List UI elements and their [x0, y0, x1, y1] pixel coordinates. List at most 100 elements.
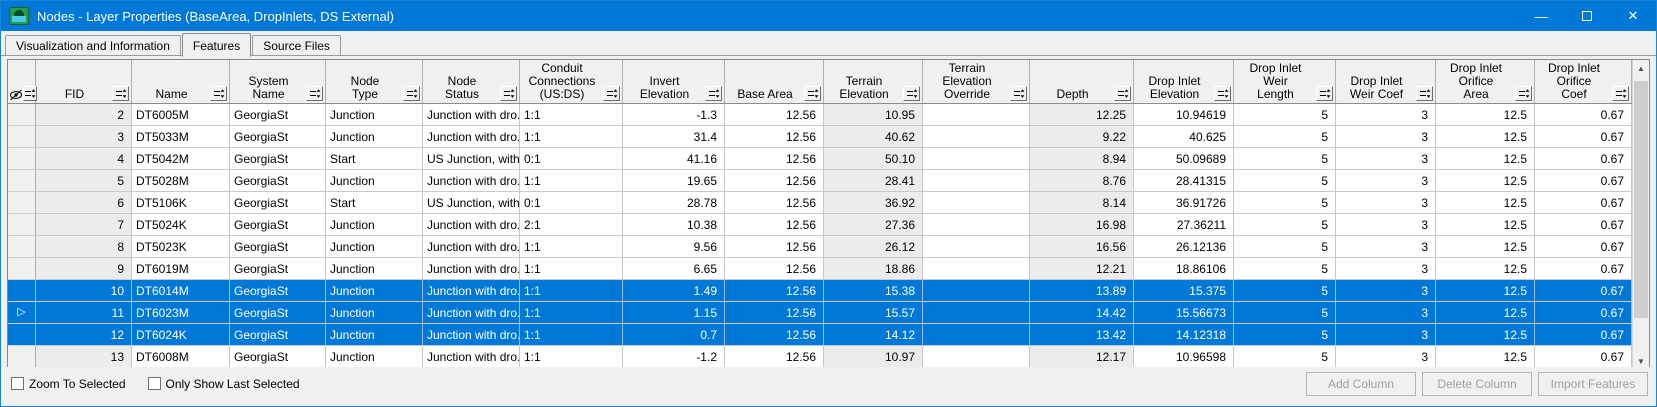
- table-row[interactable]: 7 DT5024K GeorgiaSt Junction Junction with d…: [8, 214, 1632, 236]
- cell-system_name[interactable]: GeorgiaSt: [230, 148, 326, 170]
- row-selector[interactable]: [8, 104, 36, 126]
- cell-drop_inlet_elevation[interactable]: 28.41315: [1134, 170, 1234, 192]
- cell-terrain_elevation[interactable]: 27.36: [824, 214, 923, 236]
- cell-depth[interactable]: 8.14: [1030, 192, 1134, 214]
- cell-drop_inlet_orifice_area[interactable]: 12.5: [1436, 126, 1535, 148]
- cell-node_type[interactable]: Junction: [326, 258, 423, 280]
- cell-drop_inlet_orifice_area[interactable]: 12.5: [1436, 258, 1535, 280]
- cell-drop_inlet_weir_length[interactable]: 5: [1234, 346, 1336, 368]
- cell-fid[interactable]: 8: [36, 236, 132, 258]
- cell-drop_inlet_orifice_area[interactable]: 12.5: [1436, 148, 1535, 170]
- sort-filter-button[interactable]: [903, 86, 920, 101]
- cell-node_type[interactable]: Start: [326, 192, 423, 214]
- cell-node_type[interactable]: Start: [326, 148, 423, 170]
- sort-filter-button[interactable]: [306, 86, 323, 101]
- cell-depth[interactable]: 12.17: [1030, 346, 1134, 368]
- cell-drop_inlet_orifice_area[interactable]: 12.5: [1436, 280, 1535, 302]
- cell-invert_elevation[interactable]: 9.56: [623, 236, 725, 258]
- cell-drop_inlet_weir_length[interactable]: 5: [1234, 104, 1336, 126]
- cell-base_area[interactable]: 12.56: [725, 302, 824, 324]
- cell-terrain_elevation_override[interactable]: [923, 214, 1030, 236]
- column-header-terrain_elevation[interactable]: Terrain Elevation: [824, 60, 923, 103]
- cell-name[interactable]: DT5023K: [132, 236, 230, 258]
- cell-drop_inlet_orifice_coef[interactable]: 0.67: [1535, 258, 1632, 280]
- cell-node_status[interactable]: Junction with dro...: [423, 346, 520, 368]
- column-header-depth[interactable]: Depth: [1030, 60, 1134, 103]
- checkbox-box[interactable]: [11, 377, 24, 390]
- cell-depth[interactable]: 14.42: [1030, 302, 1134, 324]
- cell-terrain_elevation[interactable]: 10.95: [824, 104, 923, 126]
- scroll-up-icon[interactable]: ▲: [1637, 64, 1645, 73]
- column-header-conduit_connections[interactable]: Conduit Connections (US:DS): [520, 60, 623, 103]
- zoom-to-selected-checkbox[interactable]: Zoom To Selected: [11, 377, 126, 391]
- cell-system_name[interactable]: GeorgiaSt: [230, 170, 326, 192]
- cell-drop_inlet_orifice_area[interactable]: 12.5: [1436, 236, 1535, 258]
- cell-terrain_elevation_override[interactable]: [923, 126, 1030, 148]
- tab-visualization-and-information[interactable]: Visualization and Information: [5, 35, 181, 56]
- cell-terrain_elevation[interactable]: 50.10: [824, 148, 923, 170]
- table-row[interactable]: 10 DT6014M GeorgiaSt Junction Junction with …: [8, 280, 1632, 302]
- cell-drop_inlet_weir_length[interactable]: 5: [1234, 324, 1336, 346]
- sort-filter-button[interactable]: [804, 86, 821, 101]
- cell-drop_inlet_weir_coef[interactable]: 3: [1336, 148, 1436, 170]
- delete-column-button[interactable]: Delete Column: [1422, 371, 1532, 396]
- cell-fid[interactable]: 13: [36, 346, 132, 368]
- cell-depth[interactable]: 13.42: [1030, 324, 1134, 346]
- cell-drop_inlet_elevation[interactable]: 15.56673: [1134, 302, 1234, 324]
- column-header-fid[interactable]: FID: [36, 60, 132, 103]
- cell-drop_inlet_weir_coef[interactable]: 3: [1336, 324, 1436, 346]
- cell-base_area[interactable]: 12.56: [725, 170, 824, 192]
- cell-node_type[interactable]: Junction: [326, 126, 423, 148]
- checkbox-box[interactable]: [147, 377, 161, 390]
- cell-system_name[interactable]: GeorgiaSt: [230, 258, 326, 280]
- cell-drop_inlet_elevation[interactable]: 26.12136: [1134, 236, 1234, 258]
- sort-filter-button[interactable]: [1010, 86, 1027, 101]
- column-header-drop_inlet_orifice_area[interactable]: Drop Inlet Orifice Area: [1436, 60, 1535, 103]
- cell-node_type[interactable]: Junction: [326, 214, 423, 236]
- cell-system_name[interactable]: GeorgiaSt: [230, 192, 326, 214]
- cell-base_area[interactable]: 12.56: [725, 148, 824, 170]
- cell-terrain_elevation_override[interactable]: [923, 302, 1030, 324]
- column-header-drop_inlet_weir_length[interactable]: Drop Inlet Weir Length: [1234, 60, 1336, 103]
- cell-drop_inlet_elevation[interactable]: 18.86106: [1134, 258, 1234, 280]
- cell-drop_inlet_weir_coef[interactable]: 3: [1336, 104, 1436, 126]
- sort-filter-button[interactable]: [500, 86, 517, 101]
- cell-conduit_connections[interactable]: 1:1: [520, 280, 623, 302]
- cell-base_area[interactable]: 12.56: [725, 214, 824, 236]
- cell-drop_inlet_orifice_coef[interactable]: 0.67: [1535, 148, 1632, 170]
- cell-terrain_elevation_override[interactable]: [923, 148, 1030, 170]
- row-selector[interactable]: [8, 192, 36, 214]
- cell-drop_inlet_weir_length[interactable]: 5: [1234, 126, 1336, 148]
- cell-system_name[interactable]: GeorgiaSt: [230, 346, 326, 368]
- column-header-system_name[interactable]: System Name: [230, 60, 326, 103]
- cell-drop_inlet_weir_coef[interactable]: 3: [1336, 258, 1436, 280]
- cell-terrain_elevation_override[interactable]: [923, 170, 1030, 192]
- cell-system_name[interactable]: GeorgiaSt: [230, 126, 326, 148]
- cell-drop_inlet_elevation[interactable]: 15.375: [1134, 280, 1234, 302]
- cell-terrain_elevation_override[interactable]: [923, 324, 1030, 346]
- cell-node_type[interactable]: Junction: [326, 170, 423, 192]
- cell-terrain_elevation[interactable]: 28.41: [824, 170, 923, 192]
- table-row[interactable]: 9 DT6019M GeorgiaSt Junction Junction with d…: [8, 258, 1632, 280]
- cell-terrain_elevation_override[interactable]: [923, 258, 1030, 280]
- cell-terrain_elevation_override[interactable]: [923, 280, 1030, 302]
- table-row[interactable]: ▷ 11 DT6023M GeorgiaSt Junction Junction with…: [8, 302, 1632, 324]
- cell-terrain_elevation_override[interactable]: [923, 346, 1030, 368]
- cell-invert_elevation[interactable]: 41.16: [623, 148, 725, 170]
- row-selector[interactable]: [8, 148, 36, 170]
- column-header-drop_inlet_weir_coef[interactable]: Drop Inlet Weir Coef: [1336, 60, 1436, 103]
- cell-invert_elevation[interactable]: -1.2: [623, 346, 725, 368]
- cell-node_status[interactable]: Junction with dro...: [423, 236, 520, 258]
- cell-drop_inlet_orifice_area[interactable]: 12.5: [1436, 170, 1535, 192]
- scroll-down-icon[interactable]: ▼: [1637, 357, 1645, 366]
- cell-name[interactable]: DT5042M: [132, 148, 230, 170]
- column-header-drop_inlet_orifice_coef[interactable]: Drop Inlet Orifice Coef: [1535, 60, 1632, 103]
- cell-terrain_elevation[interactable]: 10.97: [824, 346, 923, 368]
- row-selector[interactable]: [8, 324, 36, 346]
- cell-node_type[interactable]: Junction: [326, 236, 423, 258]
- cell-base_area[interactable]: 12.56: [725, 104, 824, 126]
- cell-fid[interactable]: 4: [36, 148, 132, 170]
- cell-terrain_elevation[interactable]: 15.38: [824, 280, 923, 302]
- table-row[interactable]: 8 DT5023K GeorgiaSt Junction Junction with d…: [8, 236, 1632, 258]
- row-selector[interactable]: [8, 280, 36, 302]
